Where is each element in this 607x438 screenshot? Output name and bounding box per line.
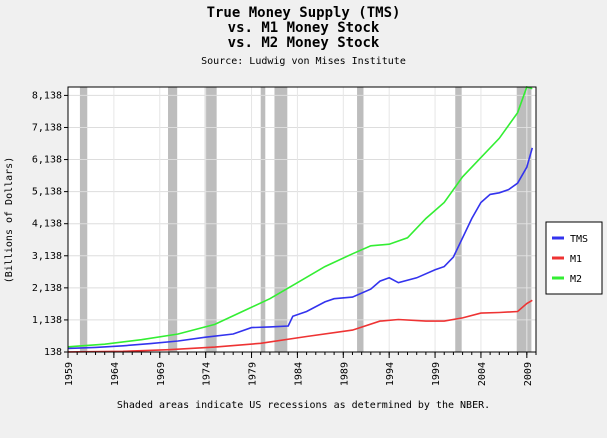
series-line-m2 (67, 86, 533, 348)
y-tick-label: 3,138 (32, 251, 62, 262)
legend-label-m1: M1 (570, 254, 582, 265)
recession-band (455, 87, 462, 352)
recession-band (516, 87, 532, 352)
y-tick-label: 4,138 (32, 219, 62, 230)
chart-title-line-1: True Money Supply (TMS) (206, 5, 401, 21)
legend-label-m2: M2 (570, 274, 582, 285)
x-tick-label: 2004 (477, 362, 488, 386)
y-tick-label: 138 (44, 347, 62, 358)
recession-band (260, 87, 266, 352)
x-tick-label: 1994 (385, 362, 396, 386)
x-tick-label: 1959 (64, 362, 75, 386)
chart-title-block: True Money Supply (TMS) vs. M1 Money Sto… (0, 6, 607, 68)
plot-area (68, 87, 536, 352)
y-tick-label: 8,138 (32, 90, 62, 101)
series-line-tms (67, 147, 534, 350)
legend-label-tms: TMS (570, 234, 588, 245)
x-tick-label: 1974 (202, 362, 213, 386)
recession-band (357, 87, 364, 352)
chart-title-line-3: vs. M2 Money Stock (227, 35, 380, 51)
y-tick-label: 6,138 (32, 155, 62, 166)
recession-band (79, 87, 88, 352)
chart-footnote: Shaded areas indicate US recessions as d… (116, 400, 491, 411)
y-axis-label: (Billions of Dollars) (4, 157, 15, 283)
recession-band (204, 87, 217, 352)
recession-band (274, 87, 288, 352)
series-line-m1 (67, 299, 533, 353)
x-tick-label: 1969 (156, 362, 167, 386)
chart-title-line-2: vs. M1 Money Stock (227, 20, 380, 36)
x-tick-label: 1979 (248, 362, 259, 386)
x-tick-label: 1984 (293, 362, 304, 386)
series-lines (67, 86, 534, 353)
x-tick-label: 1999 (431, 362, 442, 386)
y-tick-label: 5,138 (32, 187, 62, 198)
chart-subtitle: Source: Ludwig von Mises Institute (201, 56, 406, 67)
x-tick-label: 1989 (339, 362, 350, 386)
x-tick-label: 2009 (523, 362, 534, 386)
y-tick-label: 2,138 (32, 283, 62, 294)
plot-border (67, 86, 537, 353)
plot-background (68, 87, 536, 352)
recession-band (168, 87, 178, 352)
legend: TMS M1 M2 (545, 221, 603, 295)
x-tick-label: 1964 (110, 362, 121, 386)
y-tick-label: 7,138 (32, 122, 62, 133)
recession-bands (79, 87, 532, 352)
axes: 138 1,138 2,138 3,138 4,138 5,138 6,138 7,138 8,… (32, 86, 537, 386)
y-tick-label: 1,138 (32, 315, 62, 326)
